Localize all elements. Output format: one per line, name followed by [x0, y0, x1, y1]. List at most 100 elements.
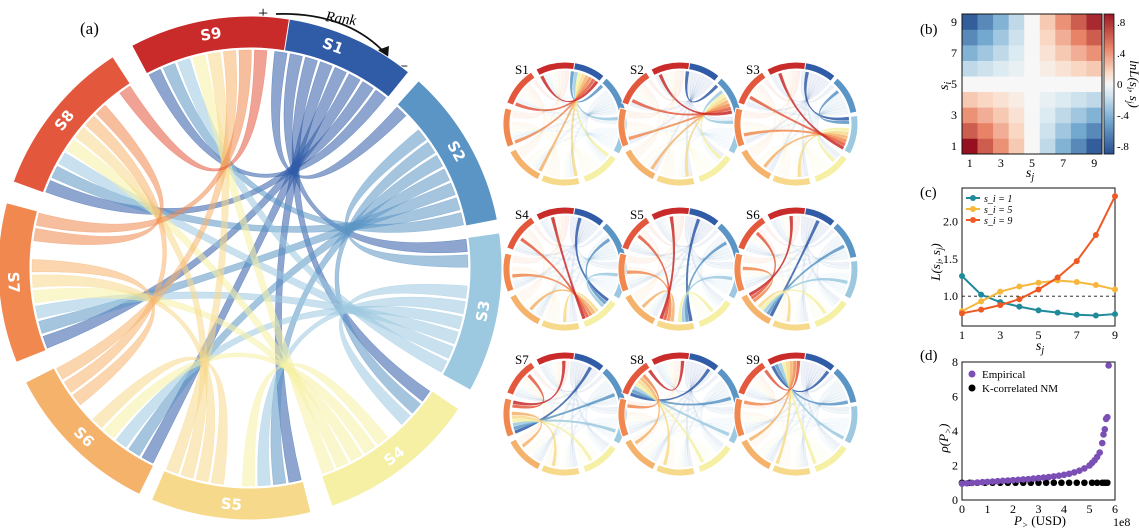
colorbar-swatch	[1104, 120, 1114, 123]
chord-ribbon	[804, 361, 850, 411]
scatter-point	[1040, 474, 1047, 481]
chord-ribbon	[627, 70, 681, 116]
chord-ribbon	[512, 360, 566, 406]
colorbar-swatch	[1104, 76, 1114, 79]
chord-ribbon	[763, 133, 848, 168]
chord-ribbon	[688, 216, 734, 266]
chord-segment-s5	[771, 173, 812, 187]
heatmap-cell	[977, 122, 994, 139]
chord-segment-s4	[813, 444, 849, 474]
chord-ribbon	[573, 216, 619, 266]
chord-segment-s6	[624, 293, 657, 326]
scatter-xtick: 5	[1087, 502, 1093, 516]
colorbar-frame	[1103, 13, 1115, 155]
colorbar-swatch	[1104, 110, 1114, 113]
chord-ribbon	[688, 361, 734, 411]
line-xtick: 9	[1112, 328, 1118, 342]
chord-ribbon	[743, 70, 797, 116]
chord-ribbon	[511, 266, 542, 303]
small-chord-s2: S2	[617, 61, 743, 187]
colorbar-swatch	[1104, 90, 1114, 93]
heatmap-ytick: 7	[951, 46, 957, 60]
chord-ribbon	[516, 389, 617, 406]
colorbar-swatch	[1104, 16, 1114, 19]
chord-ribbon	[511, 121, 542, 158]
line-point	[1112, 311, 1118, 318]
chord-ribbon	[685, 218, 701, 322]
chord-segment-s6	[509, 293, 542, 326]
heatmap-cells	[962, 14, 1103, 155]
chord-ribbon	[634, 86, 660, 155]
chord-segment-s9	[766, 61, 807, 77]
chord-ribbon	[511, 270, 557, 322]
chord-ribbon	[797, 130, 849, 178]
chord-ribbon	[627, 229, 660, 264]
chord-segment-s4	[582, 154, 618, 184]
chord-ribbon	[659, 71, 676, 175]
chord-ribbon	[684, 241, 728, 322]
chord-segment-s5	[655, 318, 696, 332]
chord-segment-s8	[621, 71, 651, 106]
chord-ribbon	[514, 366, 593, 434]
chord-ribbon	[31, 274, 216, 483]
chord-ribbon	[816, 238, 842, 305]
chord-ribbon	[658, 219, 733, 261]
chord-ribbon	[529, 289, 596, 315]
colorbar-swatch	[1104, 80, 1114, 83]
chord-ribbon	[162, 63, 464, 233]
colorbar-swatch	[1104, 24, 1114, 27]
chord-segment-s2	[832, 222, 858, 260]
panel-c-letter: (c)	[920, 185, 937, 201]
chord-ribbon	[513, 103, 616, 141]
chord-ribbon	[573, 361, 619, 411]
colorbar-swatch	[1104, 42, 1114, 45]
chord-ribbon	[518, 240, 615, 292]
chord-ribbon	[662, 362, 729, 440]
chord-ribbon	[544, 71, 561, 175]
line-point	[1073, 311, 1080, 318]
chord-ribbon	[516, 99, 617, 116]
chord-ribbon	[769, 220, 820, 317]
chord-ribbon	[635, 237, 705, 318]
chord-ribbon	[520, 237, 590, 318]
colorbar-swatch	[1104, 34, 1114, 37]
chord-ribbon	[165, 51, 230, 475]
chord-ribbon	[532, 423, 617, 458]
chord-ribbon	[92, 356, 228, 485]
line-xtick: 5	[1036, 328, 1042, 342]
chord-segment-s3	[441, 232, 503, 391]
chord-ribbon	[522, 89, 555, 176]
line-ytick: 1.5	[943, 252, 958, 266]
chord-ribbon	[743, 215, 797, 261]
heatmap-cell	[1070, 138, 1087, 155]
heatmap-cell	[1055, 122, 1072, 139]
heatmap-cell	[977, 138, 994, 155]
chord-segment-s8	[506, 216, 536, 251]
chord-ribbon	[743, 274, 847, 288]
colorbar-swatch	[1104, 124, 1114, 127]
chord-ribbon	[535, 99, 614, 170]
heatmap-cell	[1070, 14, 1087, 30]
heatmap-cell	[977, 29, 994, 46]
chord-ribbon	[769, 365, 820, 462]
colorbar-swatch	[1104, 64, 1114, 67]
line-point	[1016, 283, 1023, 290]
chord-ribbon	[637, 379, 670, 466]
chord-ribbon	[119, 49, 268, 172]
heatmap-cell	[993, 76, 1009, 93]
legend-marker	[970, 195, 976, 201]
chord-ribbon	[540, 365, 599, 393]
chord-ribbon	[775, 216, 792, 320]
legend-marker	[968, 384, 976, 392]
chord-ribbon	[655, 365, 714, 393]
chord-ribbon	[543, 74, 618, 116]
small-chord-s6: S6	[733, 206, 859, 332]
heatmap-cell	[977, 45, 994, 61]
chord-ribbon	[532, 133, 617, 168]
panel-a-letter: (a)	[80, 19, 99, 38]
chord-ribbon	[532, 278, 617, 313]
chord-ribbon	[575, 72, 609, 157]
chord-ribbon	[743, 128, 824, 172]
chord-ribbon	[658, 364, 733, 406]
